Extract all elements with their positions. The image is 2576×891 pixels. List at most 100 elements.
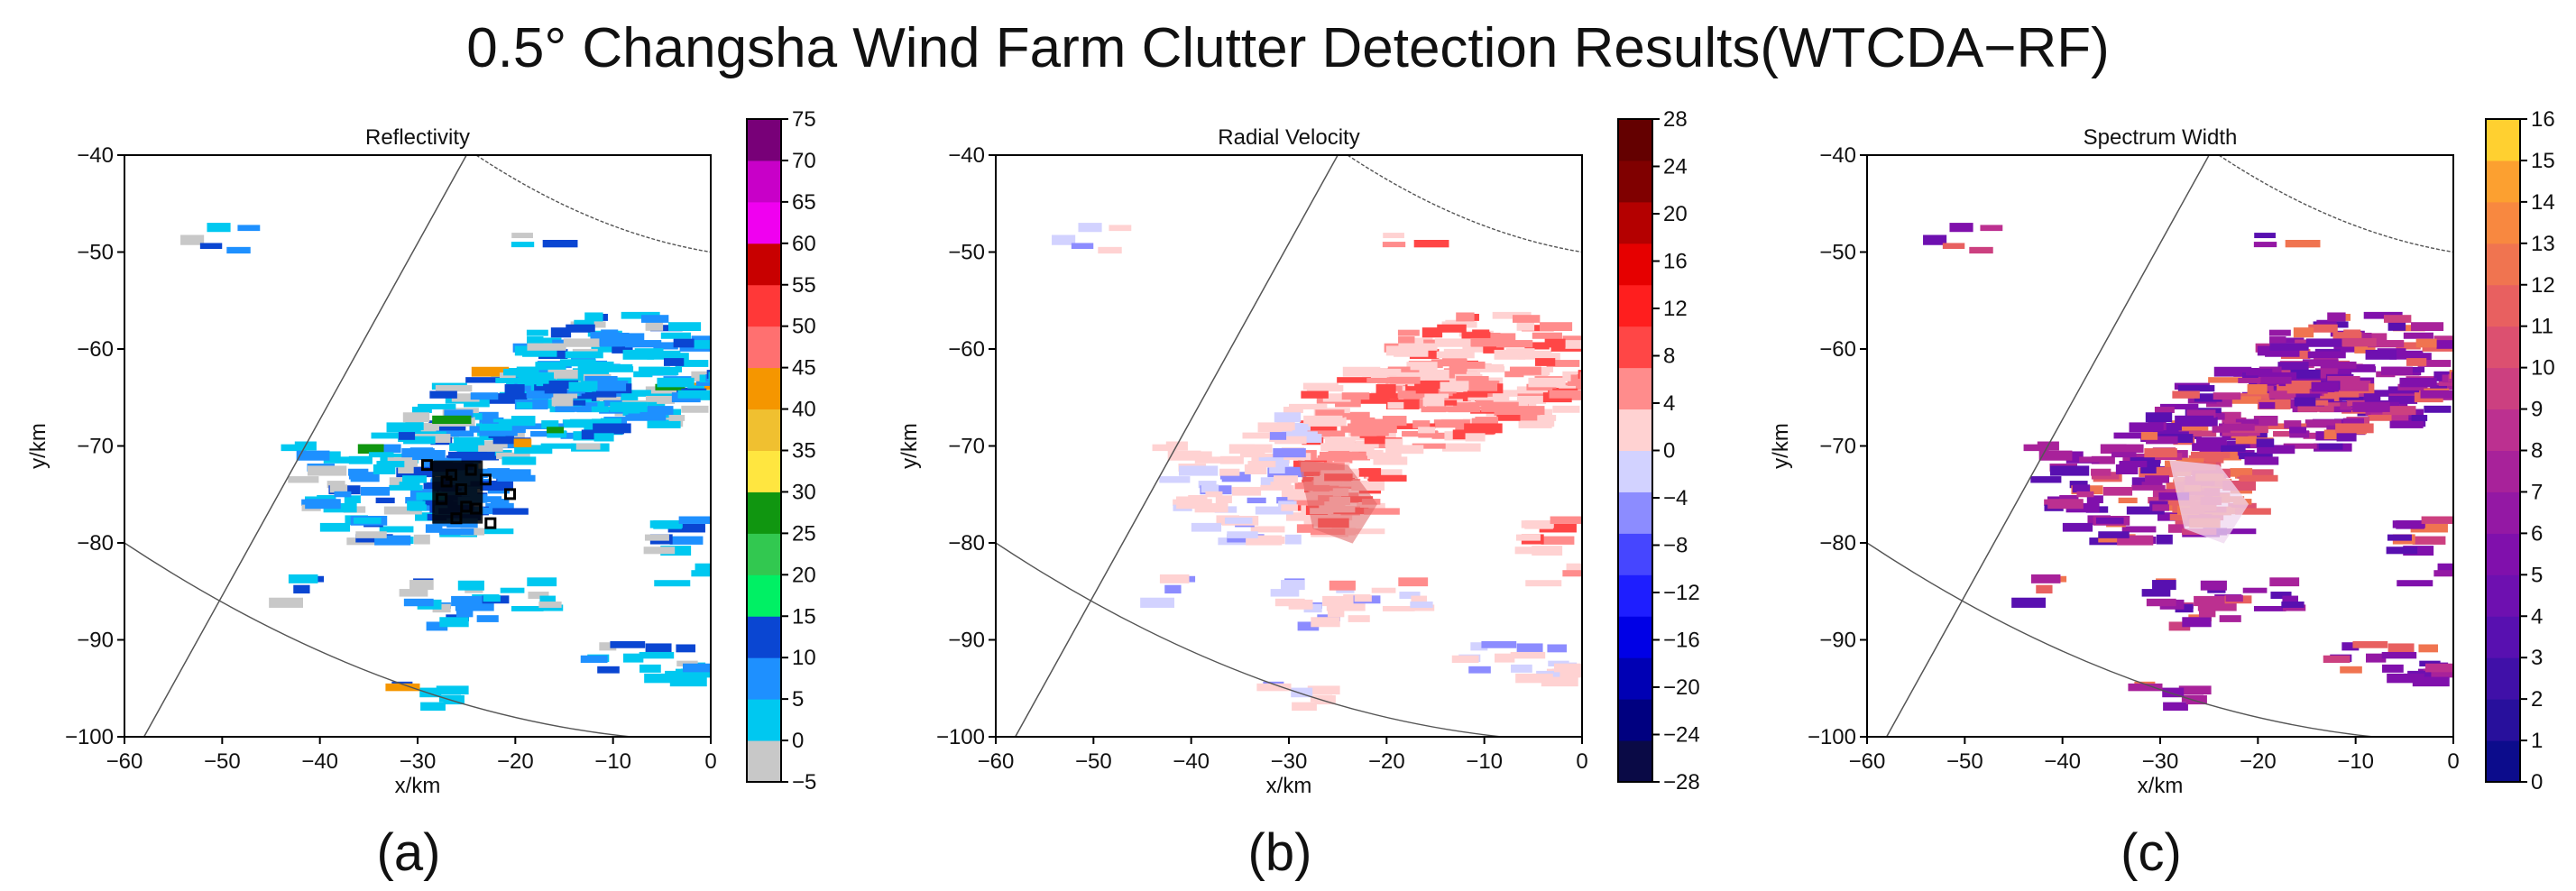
colorbar-segment — [1618, 326, 1652, 369]
echo-cell — [2387, 395, 2418, 404]
panel-label: (a) — [377, 823, 441, 882]
x-tick-label: −10 — [2337, 749, 2374, 774]
echo-cell — [2341, 642, 2360, 651]
echo-cell — [513, 438, 532, 447]
echo-cell — [2242, 587, 2268, 593]
echo-cell — [405, 497, 424, 504]
echo-cell — [1477, 366, 1505, 372]
y-tick-label: −60 — [948, 337, 985, 362]
spectrum-width-field — [1867, 155, 2453, 737]
echo-cell — [527, 577, 557, 587]
echo-cell — [488, 396, 519, 404]
echo-cell — [1152, 444, 1178, 452]
echo-cell — [1303, 415, 1343, 425]
echo-cell — [1191, 522, 1222, 532]
echo-cell — [2235, 508, 2271, 515]
echo-cell — [1406, 362, 1438, 372]
echo-cell — [2115, 464, 2139, 475]
colorbar-segment — [1618, 367, 1652, 410]
echo-cell — [1518, 350, 1552, 360]
echo-cell — [2451, 372, 2453, 381]
echo-cell — [625, 340, 662, 348]
echo-cell — [1539, 523, 1577, 533]
range-ring-inner — [1347, 155, 1582, 253]
echo-cell — [708, 372, 711, 381]
colorbar-segment — [2486, 574, 2520, 617]
y-tick-label: −60 — [1819, 337, 1856, 362]
x-tick-label: 0 — [1576, 749, 1587, 774]
echo-cell — [1307, 430, 1346, 437]
echo-cell — [1311, 617, 1340, 628]
echo-cell — [1437, 324, 1467, 333]
echo-cell — [1356, 440, 1379, 448]
echo-cell — [669, 676, 707, 687]
colorbar-segment — [747, 243, 781, 286]
echo-cell — [2316, 319, 2337, 328]
echo-cell — [1348, 450, 1371, 461]
echo-cell — [1349, 445, 1375, 452]
echo-cell — [2381, 651, 2417, 659]
echo-cell — [1419, 369, 1449, 379]
echo-cell — [1281, 504, 1298, 511]
echo-cell — [1164, 584, 1182, 594]
echo-cell — [2293, 327, 2314, 338]
echo-cell — [2305, 419, 2341, 428]
echo-cell — [451, 393, 480, 402]
echo-cell — [650, 325, 683, 332]
echo-cell — [1541, 536, 1575, 545]
echo-cell — [327, 481, 345, 489]
echo-cell — [1553, 663, 1582, 673]
echo-cell — [444, 409, 474, 418]
x-tick-label: −40 — [2044, 749, 2081, 774]
colorbar-segment — [747, 450, 781, 492]
echo-cell — [2118, 497, 2138, 504]
echo-cell — [413, 534, 430, 545]
echo-cell — [2168, 621, 2191, 631]
colorbar-segment — [747, 657, 781, 700]
echo-cell — [1256, 683, 1292, 692]
echo-cell — [2175, 603, 2194, 613]
echo-cell — [2206, 397, 2232, 408]
echo-cell — [1359, 396, 1390, 404]
echo-cell — [2411, 322, 2444, 332]
echo-cell — [443, 694, 465, 705]
echo-cell — [2286, 380, 2322, 390]
echo-cell — [612, 345, 633, 354]
colorbar-segment — [1618, 160, 1652, 203]
echo-cell — [2268, 390, 2287, 399]
x-tick-label: −40 — [1173, 749, 1210, 774]
echo-cell — [1418, 430, 1439, 438]
echo-cell — [694, 340, 711, 349]
echo-cell — [2140, 432, 2158, 440]
colorbar-tick-label: 25 — [792, 521, 816, 546]
panel-label: (c) — [2121, 823, 2182, 882]
echo-cell — [490, 499, 510, 505]
echo-cell — [1442, 355, 1467, 362]
echo-cell — [2410, 523, 2448, 533]
echo-cell — [1167, 450, 1201, 461]
echo-cell — [1367, 452, 1402, 460]
echo-cell — [2141, 482, 2163, 488]
echo-cell — [1274, 436, 1307, 445]
echo-cell — [1511, 406, 1545, 416]
x-tick-label: −60 — [978, 749, 1015, 774]
echo-cell — [2403, 332, 2433, 339]
echo-cell — [2297, 406, 2334, 412]
echo-cell — [237, 225, 261, 232]
echo-cell — [2158, 492, 2190, 501]
echo-cell — [399, 589, 428, 597]
echo-cell — [1284, 534, 1302, 545]
echo-cell — [2305, 338, 2343, 347]
echo-cell — [2415, 338, 2437, 348]
echo-cell — [2235, 418, 2259, 425]
colorbar-segment — [2486, 119, 2520, 161]
echo-cell — [2403, 546, 2434, 556]
echo-cell — [2231, 440, 2269, 449]
colorbar-tick-label: 3 — [2531, 646, 2543, 670]
echo-cell — [373, 444, 401, 454]
echo-cell — [584, 375, 618, 385]
echo-cell — [2399, 377, 2437, 388]
y-tick-label: −90 — [77, 629, 114, 653]
echo-cell — [2382, 406, 2416, 416]
echo-cell — [596, 395, 621, 401]
